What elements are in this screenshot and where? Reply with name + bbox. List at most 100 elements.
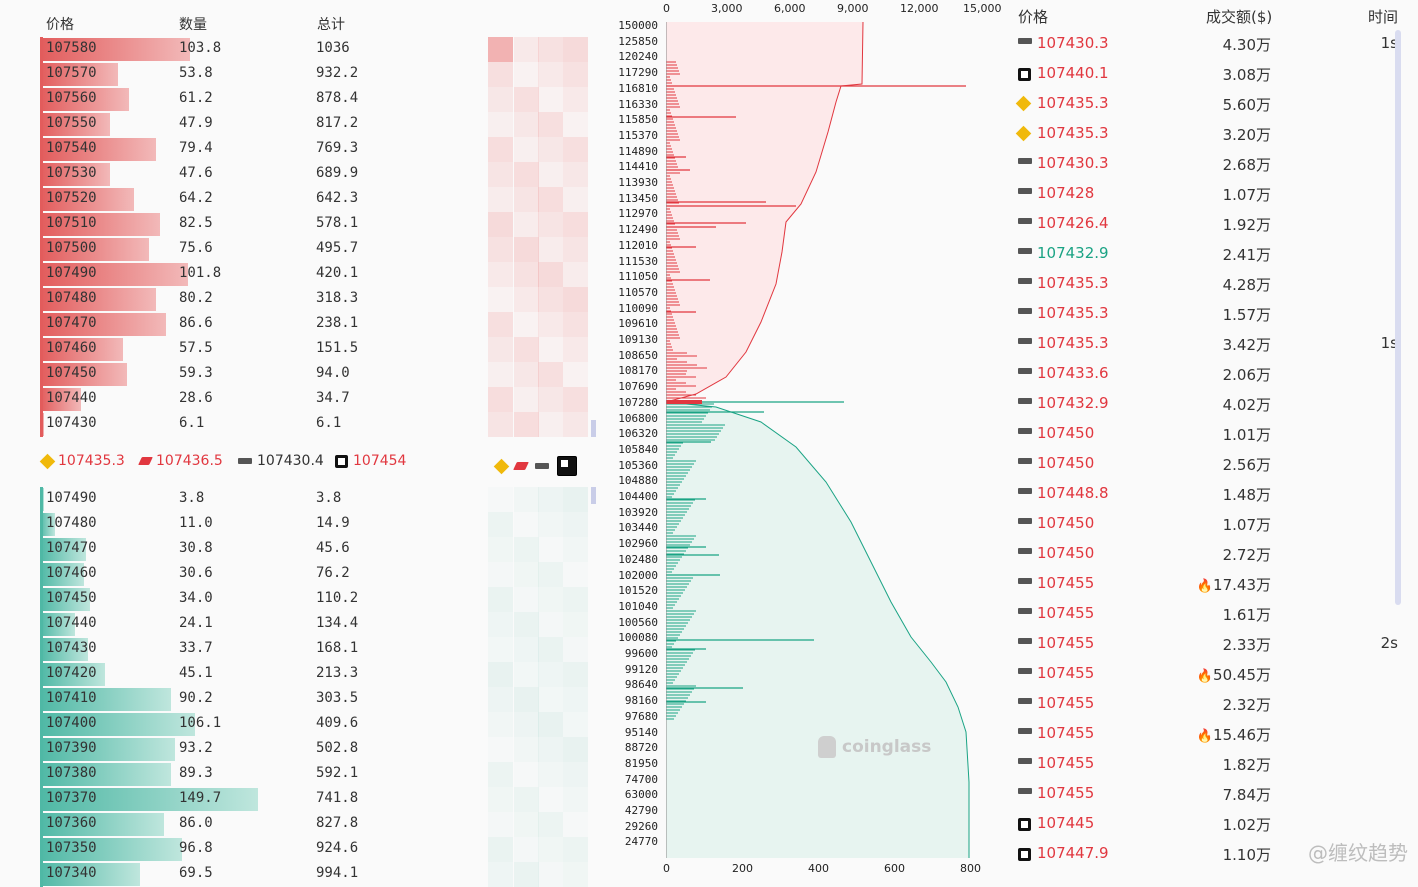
- trade-price: 107455: [1037, 574, 1095, 592]
- trade-row[interactable]: 107455 2.33万 2s: [1018, 629, 1410, 659]
- trades-scrollbar[interactable]: [1395, 30, 1401, 605]
- ask-row[interactable]: 107470 86.6 238.1: [40, 312, 600, 337]
- trade-row[interactable]: 107455 7.84万: [1018, 779, 1410, 809]
- bid-row[interactable]: 107430 33.7 168.1: [40, 637, 600, 662]
- ask-row[interactable]: 107450 59.3 94.0: [40, 362, 600, 387]
- ask-row[interactable]: 107500 75.6 495.7: [40, 237, 600, 262]
- heat-cell: [538, 87, 563, 112]
- row-qty: 61.2: [179, 90, 213, 106]
- trade-row[interactable]: 107448.8 1.48万: [1018, 479, 1410, 509]
- ask-row[interactable]: 107480 80.2 318.3: [40, 287, 600, 312]
- coinbase-icon[interactable]: [513, 462, 529, 470]
- price-axis-label: 150000: [618, 19, 658, 32]
- ticker-item[interactable]: 107454: [335, 453, 406, 469]
- bid-row[interactable]: 107450 34.0 110.2: [40, 587, 600, 612]
- bid-row[interactable]: 107390 93.2 502.8: [40, 737, 600, 762]
- row-price: 107470: [46, 315, 97, 331]
- trade-row[interactable]: 107435.3 5.60万: [1015, 89, 1410, 119]
- trade-row[interactable]: 107435.3 3.42万 1s: [1018, 329, 1410, 359]
- trade-row[interactable]: 107455 🔥15.46万: [1018, 719, 1410, 749]
- bnb-icon[interactable]: [493, 458, 510, 474]
- bid-row[interactable]: 107480 11.0 14.9: [40, 512, 600, 537]
- trade-row[interactable]: 107450 2.72万: [1018, 539, 1410, 569]
- bid-row[interactable]: 107420 45.1 213.3: [40, 662, 600, 687]
- trade-row[interactable]: 107450 1.07万: [1018, 509, 1410, 539]
- trade-row[interactable]: 107440.1 3.08万: [1018, 59, 1410, 89]
- bid-row[interactable]: 107360 86.0 827.8: [40, 812, 600, 837]
- trade-row[interactable]: 107430.3 2.68万: [1018, 149, 1410, 179]
- ask-depth-bar: [40, 213, 160, 236]
- price-axis-label: 116810: [618, 81, 658, 95]
- bit-icon[interactable]: [535, 463, 549, 469]
- trade-row[interactable]: 107430.3 4.30万 1s: [1018, 29, 1410, 59]
- ask-row[interactable]: 107560 61.2 878.4: [40, 87, 600, 112]
- ask-row[interactable]: 107570 53.8 932.2: [40, 62, 600, 87]
- trade-row[interactable]: 107432.9 4.02万: [1018, 389, 1410, 419]
- ask-depth-bar: [40, 363, 127, 386]
- trade-row[interactable]: 107433.6 2.06万: [1018, 359, 1410, 389]
- bid-row[interactable]: 107460 30.6 76.2: [40, 562, 600, 587]
- price-axis-label: 98160: [624, 694, 658, 708]
- ticker-item[interactable]: 107436.5: [138, 453, 223, 469]
- trade-row[interactable]: 107435.3 4.28万: [1018, 269, 1410, 299]
- heat-cell: [538, 562, 563, 587]
- bid-row[interactable]: 107350 96.8 924.6: [40, 837, 600, 862]
- trade-row[interactable]: 107455 2.32万: [1018, 689, 1410, 719]
- price-axis-label: 106800: [618, 411, 658, 425]
- row-total: 994.1: [316, 865, 359, 881]
- trade-row[interactable]: 107432.9 2.41万: [1018, 239, 1410, 269]
- heat-cell: [563, 262, 588, 287]
- trade-row[interactable]: 107455 🔥50.45万: [1018, 659, 1410, 689]
- bid-row[interactable]: 107410 90.2 303.5: [40, 687, 600, 712]
- ask-row[interactable]: 107490 101.8 420.1: [40, 262, 600, 287]
- ask-row[interactable]: 107520 64.2 642.3: [40, 187, 600, 212]
- ask-cumulative-line: [666, 22, 864, 403]
- row-price: 107450: [46, 590, 97, 606]
- ask-row[interactable]: 107530 47.6 689.9: [40, 162, 600, 187]
- price-axis-label: 108650: [618, 348, 658, 362]
- bid-row[interactable]: 107400 106.1 409.6: [40, 712, 600, 737]
- row-total: 741.8: [316, 790, 359, 806]
- bid-row[interactable]: 107490 3.8 3.8: [40, 487, 600, 512]
- trade-row[interactable]: 107455 1.61万: [1018, 599, 1410, 629]
- ticker-item[interactable]: 107430.4: [238, 453, 324, 469]
- trade-row[interactable]: 107435.3 3.20万: [1015, 119, 1410, 149]
- price-axis-label: 106320: [618, 427, 658, 441]
- trade-amount-value: 3.42万: [1222, 336, 1271, 354]
- heat-cell: [563, 537, 588, 562]
- bid-row[interactable]: 107370 149.7 741.8: [40, 787, 600, 812]
- trade-row[interactable]: 107450 2.56万: [1018, 449, 1410, 479]
- exchange-filter[interactable]: [493, 456, 577, 476]
- bid-edge: [40, 837, 43, 862]
- ask-row[interactable]: 107510 82.5 578.1: [40, 212, 600, 237]
- row-price: 107480: [46, 515, 97, 531]
- trade-row[interactable]: 107447.9 1.10万: [1018, 839, 1410, 869]
- trade-row[interactable]: 107455 🔥17.43万: [1018, 569, 1410, 599]
- ask-row[interactable]: 107580 103.8 1036: [40, 37, 600, 62]
- heat-cell: [563, 237, 588, 262]
- trade-amount: 1.10万: [1223, 844, 1271, 865]
- trade-row[interactable]: 107450 1.01万: [1018, 419, 1410, 449]
- ask-row[interactable]: 107440 28.6 34.7: [40, 387, 600, 412]
- ask-row[interactable]: 107540 79.4 769.3: [40, 137, 600, 162]
- bid-row[interactable]: 107440 24.1 134.4: [40, 612, 600, 637]
- ask-row[interactable]: 107430 6.1 6.1: [40, 412, 600, 437]
- okx-icon[interactable]: [557, 456, 577, 476]
- trade-row[interactable]: 107455 1.82万: [1018, 749, 1410, 779]
- trade-row[interactable]: 107445 1.02万: [1018, 809, 1410, 839]
- trade-price: 107430.3: [1037, 34, 1109, 52]
- row-total: 502.8: [316, 740, 359, 756]
- bit-icon: [1018, 728, 1032, 734]
- heat-cell: [563, 862, 588, 887]
- trade-row[interactable]: 107426.4 1.92万: [1018, 209, 1410, 239]
- heat-cell: [514, 612, 539, 637]
- price-axis-label: 117290: [618, 66, 658, 80]
- trade-row[interactable]: 107435.3 1.57万: [1018, 299, 1410, 329]
- bid-row[interactable]: 107380 89.3 592.1: [40, 762, 600, 787]
- bid-row[interactable]: 107470 30.8 45.6: [40, 537, 600, 562]
- ask-row[interactable]: 107550 47.9 817.2: [40, 112, 600, 137]
- heat-cell: [488, 537, 513, 562]
- ask-row[interactable]: 107460 57.5 151.5: [40, 337, 600, 362]
- trade-row[interactable]: 107428 1.07万: [1018, 179, 1410, 209]
- ticker-item[interactable]: 107435.3: [39, 453, 125, 469]
